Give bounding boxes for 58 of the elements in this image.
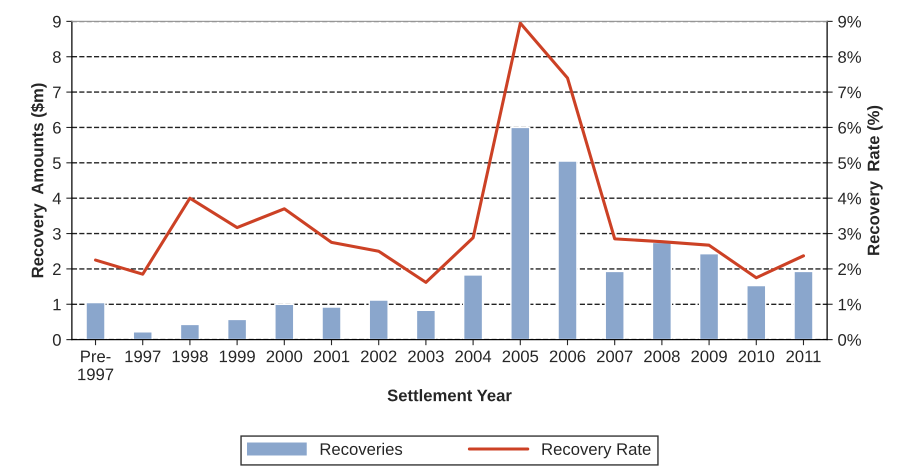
bar [698, 253, 720, 340]
bar [226, 318, 248, 340]
bar [416, 310, 436, 340]
bar [85, 302, 106, 340]
legend-label: Recovery Rate [542, 443, 651, 458]
y2-tick-label: 2% [838, 263, 861, 276]
y2-tick-label: 4% [838, 192, 861, 204]
bar [462, 274, 484, 340]
x-tick-label: 1997 [125, 350, 160, 362]
x-tick-label: 2003 [408, 350, 444, 362]
x-tick-label: 2011 [786, 350, 821, 362]
y2-tick-label: 1% [838, 298, 861, 310]
y2-axis-title: Recovery Rate (%) [867, 106, 883, 255]
y2-tick-label: 6% [838, 122, 861, 134]
y-tick-label: 4 [52, 192, 62, 204]
y-tick-label: 3 [52, 228, 61, 240]
bar [274, 304, 294, 340]
bar [180, 324, 200, 340]
x-tick-label: 2008 [644, 350, 680, 362]
y-tick-label: 8 [52, 51, 61, 63]
bar [746, 284, 766, 340]
y2-tick-label: 3% [838, 228, 861, 240]
y2-tick-label: 8% [838, 51, 861, 63]
y-tick-label: 2 [53, 263, 61, 275]
x-tick-label: 1998 [172, 350, 208, 362]
x-tick-label: 1999 [220, 350, 255, 362]
y-tick-label: 6 [53, 122, 61, 134]
x-tick-label: 2000 [266, 350, 302, 362]
x-tick-label: 2009 [691, 350, 727, 362]
x-tick-label: Pre- 1997 [78, 350, 114, 380]
x-tick-label: 2001 [314, 350, 350, 362]
bar [132, 331, 153, 340]
y-tick-label: 7 [53, 86, 61, 98]
y-tick-label: 1 [54, 298, 61, 310]
x-axis-title: Settlement Year [388, 389, 512, 402]
line-series [94, 22, 806, 284]
x-tick-label: 2010 [738, 350, 774, 362]
bar [604, 270, 625, 340]
y-axis-title: Recovery Amounts ($m) [30, 83, 47, 278]
y-tick-label: 9 [53, 16, 61, 28]
legend-label: Recoveries [320, 442, 402, 455]
bar [652, 242, 672, 340]
x-tick-label: 2004 [455, 350, 492, 362]
bar [368, 299, 389, 340]
x-tick-label: 2006 [550, 350, 586, 362]
y-tick-label: 5 [52, 157, 61, 170]
bar [510, 126, 530, 340]
x-tick-label: 2005 [502, 350, 538, 362]
bar [557, 160, 578, 340]
bar [321, 306, 342, 340]
y-tick-label: 0 [52, 334, 61, 346]
y2-tick-label: 9% [838, 16, 861, 28]
bar [793, 270, 814, 340]
y2-tick-label: 0% [838, 334, 861, 346]
x-tick-label: 2007 [596, 350, 632, 362]
x-tick-label: 2002 [361, 350, 396, 362]
y2-tick-label: 7% [838, 86, 861, 98]
y2-tick-label: 5% [838, 157, 861, 170]
